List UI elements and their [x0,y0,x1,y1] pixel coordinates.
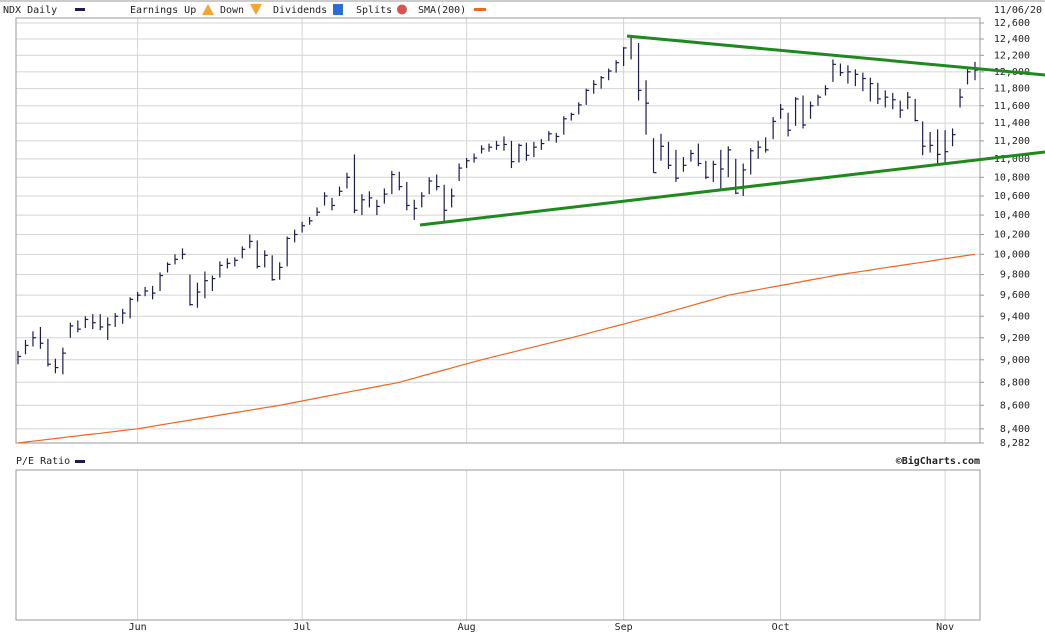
legend-label: SMA(200) [418,5,466,16]
legend-icon [202,4,214,15]
legend-label: Earnings Up [130,5,196,16]
y-tick-label: 9,400 [1000,311,1030,322]
x-tick-label: Oct [772,622,790,633]
date-label: 11/06/20 [994,5,1042,16]
y-tick-label: 9,000 [1000,355,1030,366]
panel-frame [15,469,981,621]
y-tick-label: 10,000 [994,249,1030,260]
y-tick-label: 9,600 [1000,290,1030,301]
y-tick-label: 8,400 [1000,424,1030,435]
panel-title: P/E Ratio [16,456,70,467]
series-name: NDX Daily [3,5,57,16]
legend-label: Splits [356,5,392,16]
y-tick-label: 10,800 [994,172,1030,183]
y-tick-label: 8,800 [1000,377,1030,388]
panel-frame [15,17,981,444]
copyright: ©BigCharts.com [896,455,980,467]
y-tick-label: 10,600 [994,191,1030,202]
trendline [419,150,1045,227]
y-tick-label: 9,800 [1000,270,1030,281]
y-tick-label: 12,600 [994,18,1030,29]
y-tick-label: 11,000 [994,154,1030,165]
y-tick-label: 10,200 [994,230,1030,241]
y-tick-label: 10,400 [994,210,1030,221]
y-tick-label: 12,400 [994,34,1030,45]
x-tick-label: Jul [293,622,311,633]
x-tick-label: Sep [615,622,633,633]
y-tick-label: 11,200 [994,136,1030,147]
y-tick-label: 11,600 [994,101,1030,112]
x-tick-label: Jun [129,622,147,633]
y-tick-label: 8,282 [1000,438,1030,449]
x-tick-label: Aug [458,622,476,633]
legend-icon [250,4,262,15]
y-tick-label: 9,200 [1000,333,1030,344]
y-tick-label: 11,800 [994,84,1030,95]
y-tick-label: 8,600 [1000,400,1030,411]
legend-icon [333,4,343,15]
sma-line [17,253,976,444]
y-tick-label: 12,200 [994,50,1030,61]
legend-swatch [75,8,85,11]
legend-swatch [75,460,85,463]
legend-icon [397,4,407,15]
pe-panel: Jun Jul Aug Sep Oct Nov [15,469,981,633]
trendline [626,34,1045,77]
x-tick-label: Nov [936,622,954,633]
legend-label: Down [220,5,244,16]
legend-label: Dividends [273,5,327,16]
trendlines [419,34,1045,227]
y-tick-label: 11,400 [994,118,1030,129]
legend-swatch [474,8,486,11]
